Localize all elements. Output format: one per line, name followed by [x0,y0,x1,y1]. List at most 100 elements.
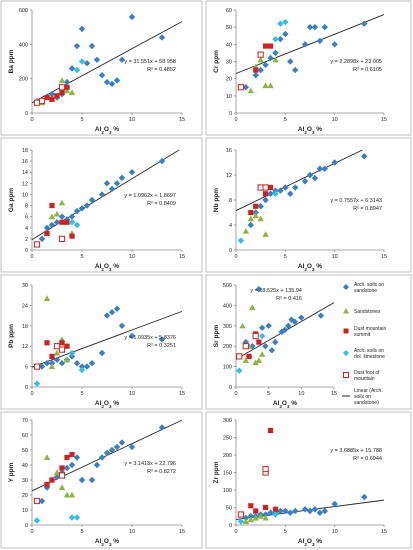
data-point [49,96,55,102]
y-tick-label: 600 [19,8,28,14]
data-point [236,353,243,360]
legend-label: Arch. soils on dol. limestone [354,348,385,360]
y-tick-label: 0 [229,248,232,254]
trend-equation: y = 3.6885x + 15.788 [330,448,382,454]
r-squared: R² = 0.8947 [353,206,382,212]
data-point [257,51,264,58]
data-point [316,37,324,45]
data-point [33,380,41,387]
data-point [285,322,292,329]
data-point [33,517,41,524]
data-point [73,207,81,215]
x-tick-label: 5 [80,117,83,123]
data-point [78,205,86,212]
data-point [331,500,338,508]
y-tick-label: 6 [25,215,28,221]
r-squared: R² = 0.3251 [147,343,176,349]
data-point [267,82,274,89]
trend-line [31,21,183,104]
data-point [306,507,314,515]
chart-panel-3: 0 2 4 6 8 10 12 14 16 18 0 5 10 15 Ga ppm Al2O3 % y = 1.… [0,137,203,273]
data-point [242,343,249,350]
data-point [158,424,166,431]
data-point [98,454,106,461]
legend-open-square-icon [343,372,349,378]
x-tick-label: 0 [30,529,33,535]
x-tick-label: 0 [234,254,237,260]
y-tick-label: 40 [22,463,28,469]
y-tick-label: 0 [25,523,28,529]
x-axis-title: Al2O3 % [95,538,119,547]
data-point [247,516,254,523]
r-squared: R² = 0.416 [276,296,302,302]
data-point [253,508,259,514]
data-point [83,202,91,209]
y-tick-label: 30 [226,60,232,66]
data-point [103,180,111,187]
x-tick-label: 5 [80,254,83,260]
data-point [277,35,284,43]
data-point [73,360,81,367]
data-point [242,518,250,525]
data-point [53,469,61,476]
x-tick-label: 10 [332,117,338,123]
data-point [317,312,325,319]
data-point [113,443,121,451]
y-tick-label: 20 [226,77,232,83]
data-point [33,363,41,370]
trend-line [235,14,385,74]
panel-border [205,137,412,273]
data-point [272,190,279,197]
data-point [59,219,65,225]
y-axis-title: Ga ppm [8,188,15,212]
data-point [242,357,249,364]
data-point [248,209,254,216]
data-point [113,305,121,312]
y-tick-label: 8 [25,204,28,210]
legend: Arch. soils on sandstone Sandstones Dust mo… [342,282,386,406]
data-point [53,219,61,226]
x-tick-label: 10 [332,254,338,260]
x-tick-label: 15 [381,529,387,535]
data-point [292,66,299,74]
data-point [247,513,254,520]
data-point [44,230,50,236]
x-axis-title: Al2O3 % [273,400,297,409]
data-point [257,215,264,222]
data-point [59,89,65,95]
chart-panel-8: 0 50 100 150 200 250 300 0 5 10 15 Zr ppm Al2O3 % y =… [205,411,412,549]
data-point [258,332,266,340]
data-point [262,511,269,518]
data-point [263,191,269,197]
x-tick-label: 15 [381,254,387,260]
data-point [265,322,272,329]
data-point [252,332,259,340]
x-tick-label: 0 [30,117,33,123]
data-point [68,353,76,360]
data-point [98,191,106,198]
data-point [58,360,66,367]
trend-equation: y = 1.0962x + 1.8697 [124,193,176,199]
x-tick-label: 0 [234,529,237,535]
data-point [118,174,126,181]
data-point [282,184,289,191]
data-point [331,41,338,48]
y-tick-label: 18 [22,148,28,154]
y-tick-label: 250 [223,436,232,442]
data-point [282,30,289,38]
r-squared: R² = 0.8409 [147,201,176,207]
data-point [73,221,81,229]
data-point [242,84,250,91]
data-point [298,314,305,321]
y-tick-label: 8 [229,198,232,204]
data-point [59,465,65,471]
y-tick-label: 24 [22,303,28,309]
legend-item: Dust foot of mountain [343,370,380,382]
data-point [108,185,116,193]
x-tick-label: 10 [298,391,304,397]
y-tick-label: 0 [229,385,232,391]
panel-border [205,411,412,549]
y-axis-title: Y ppm [8,462,15,482]
data-point [255,357,263,364]
trend-equation: y = 3.1418x + 22.796 [124,461,176,467]
